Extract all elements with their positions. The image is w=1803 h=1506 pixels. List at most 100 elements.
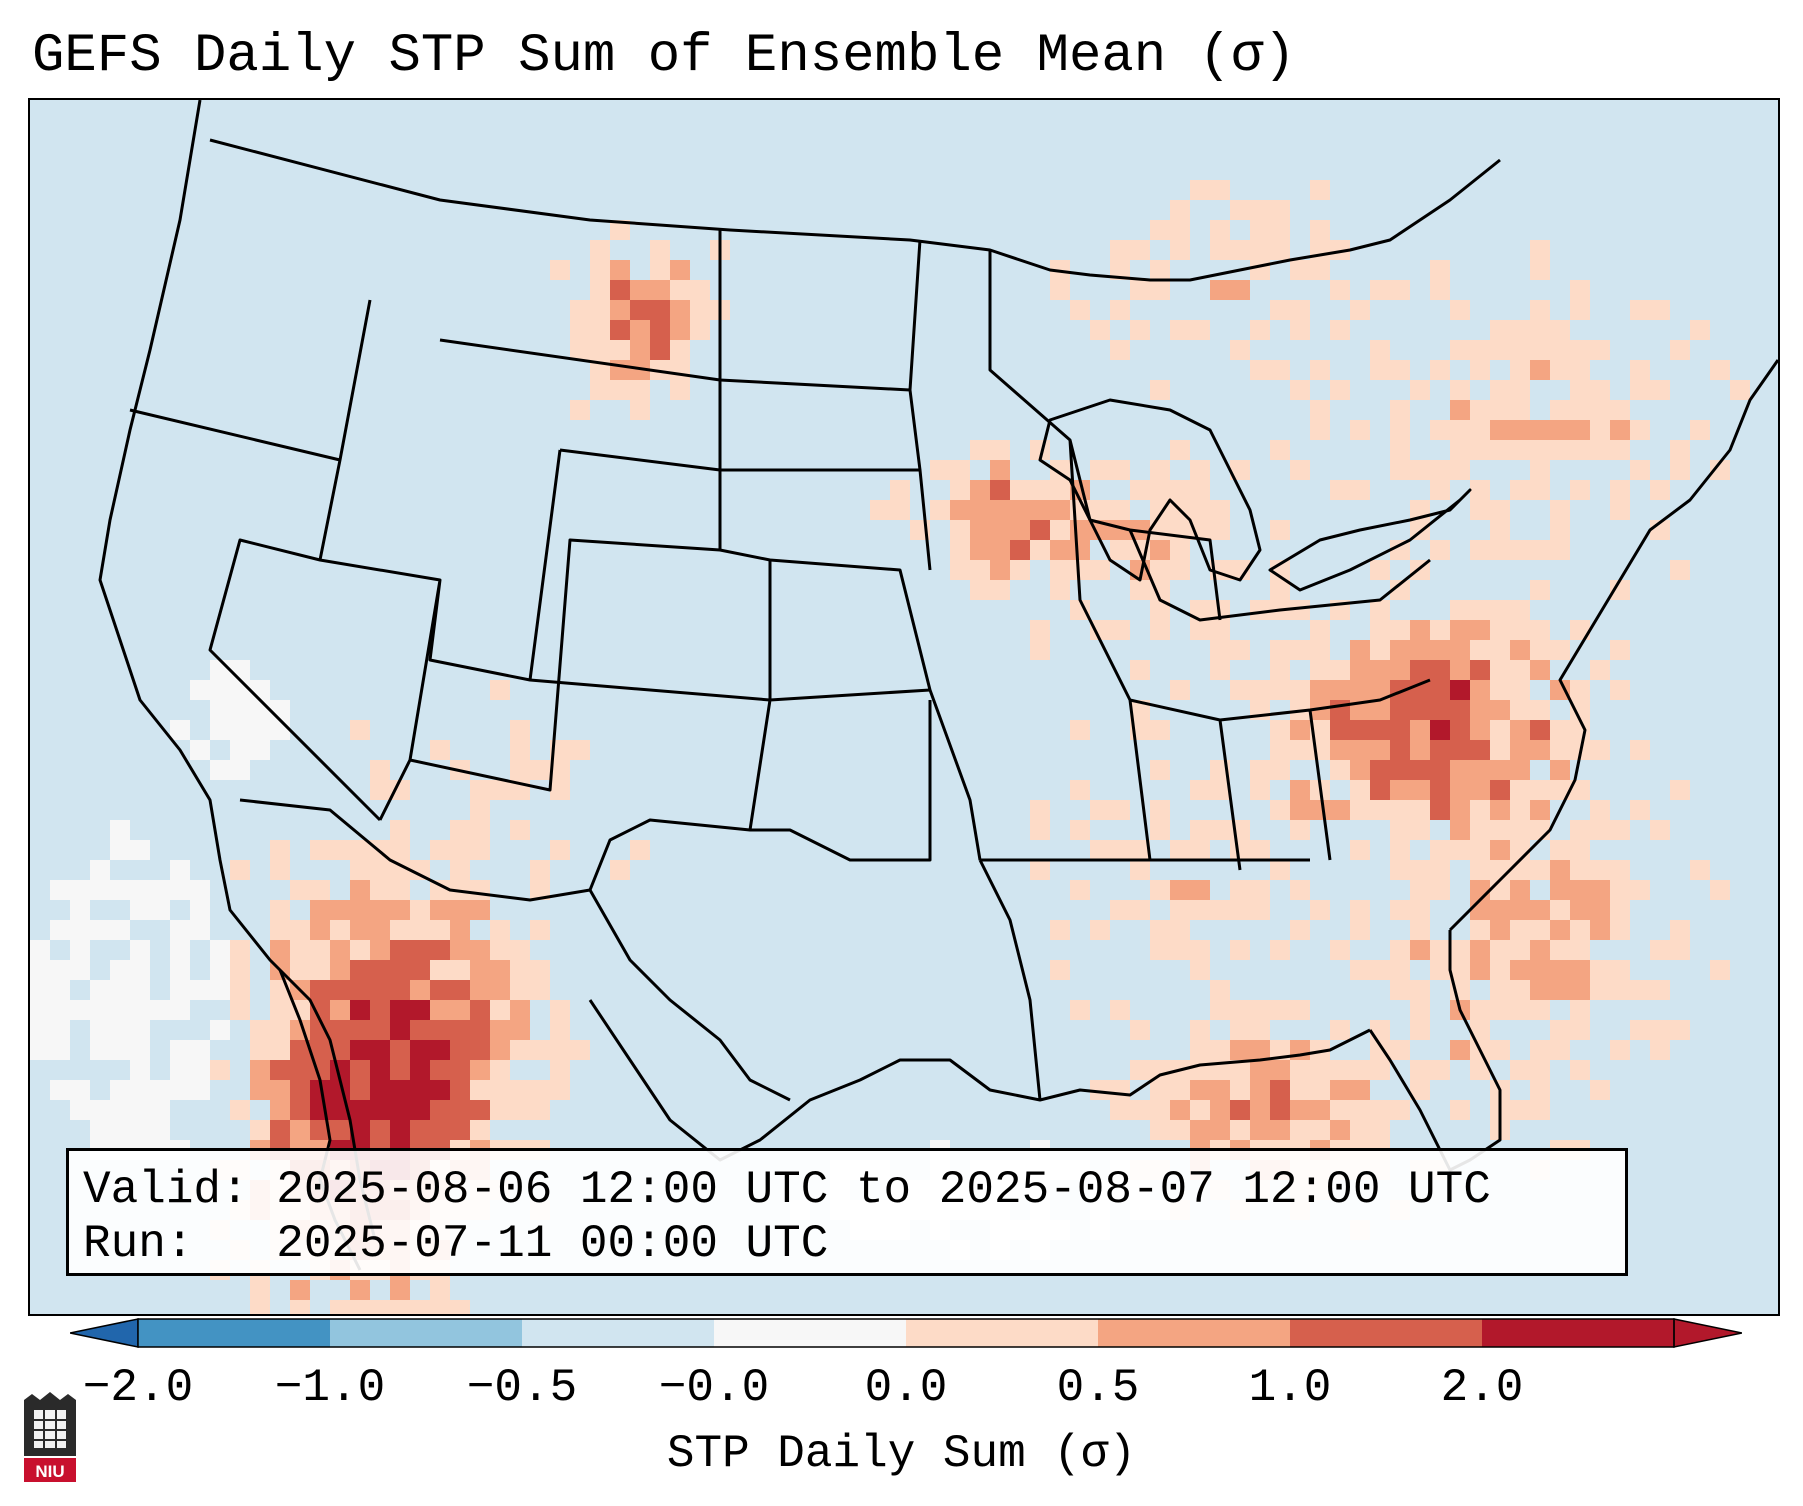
anomaly-cell	[390, 840, 410, 860]
anomaly-cell	[1110, 1000, 1130, 1020]
anomaly-cell	[1430, 1060, 1450, 1080]
anomaly-cell	[990, 460, 1010, 480]
anomaly-cell	[310, 980, 330, 1000]
anomaly-cell	[1210, 780, 1230, 800]
anomaly-cell	[310, 1120, 330, 1140]
anomaly-cell	[1230, 900, 1250, 920]
anomaly-cell	[1430, 540, 1450, 560]
anomaly-cell	[370, 780, 390, 800]
anomaly-cell	[970, 520, 990, 540]
anomaly-cell	[430, 1120, 450, 1140]
anomaly-cell	[1350, 720, 1370, 740]
anomaly-cell	[1350, 640, 1370, 660]
anomaly-cell	[1170, 880, 1190, 900]
anomaly-cell	[1450, 1100, 1470, 1120]
anomaly-cell	[1630, 300, 1650, 320]
anomaly-cell	[350, 1080, 370, 1100]
anomaly-cell	[150, 900, 170, 920]
anomaly-cell	[1350, 420, 1370, 440]
anomaly-cell	[1410, 880, 1430, 900]
anomaly-cell	[1410, 900, 1430, 920]
anomaly-cell	[130, 1000, 150, 1020]
anomaly-cell	[1170, 480, 1190, 500]
anomaly-cell	[1390, 820, 1410, 840]
anomaly-cell	[1090, 320, 1110, 340]
anomaly-cell	[1350, 1060, 1370, 1080]
anomaly-cell	[1170, 220, 1190, 240]
anomaly-cell	[1350, 1120, 1370, 1140]
anomaly-cell	[1270, 360, 1290, 380]
anomaly-cell	[210, 960, 230, 980]
anomaly-cell	[210, 1020, 230, 1040]
colorbar-segment	[1290, 1319, 1483, 1347]
anomaly-cell	[1550, 760, 1570, 780]
anomaly-cell	[1390, 860, 1410, 880]
anomaly-cell	[1210, 1080, 1230, 1100]
anomaly-cell	[50, 1040, 70, 1060]
lake-erie-ontario	[1268, 488, 1472, 592]
anomaly-cell	[470, 1060, 490, 1080]
anomaly-cell	[1470, 400, 1490, 420]
anomaly-cell	[1530, 300, 1550, 320]
anomaly-cell	[1530, 960, 1550, 980]
anomaly-cell	[1070, 820, 1090, 840]
great-lakes-shoreline	[1038, 398, 1262, 582]
anomaly-cell	[1230, 840, 1250, 860]
anomaly-cell	[1090, 560, 1110, 580]
anomaly-cell	[1250, 1080, 1270, 1100]
anomaly-cell	[590, 340, 610, 360]
anomaly-cell	[130, 940, 150, 960]
anomaly-cell	[370, 920, 390, 940]
anomaly-cell	[350, 960, 370, 980]
anomaly-cell	[610, 280, 630, 300]
colorbar-tick: 2.0	[1440, 1362, 1524, 1414]
anomaly-cell	[550, 780, 570, 800]
anomaly-cell	[510, 1020, 530, 1040]
anomaly-cell	[950, 500, 970, 520]
anomaly-cell	[1530, 720, 1550, 740]
anomaly-cell	[1430, 360, 1450, 380]
anomaly-cell	[390, 940, 410, 960]
run-value: 2025-07-11 00:00 UTC	[276, 1218, 829, 1270]
anomaly-cell	[1470, 940, 1490, 960]
anomaly-cell	[450, 1040, 470, 1060]
anomaly-cell	[1470, 900, 1490, 920]
anomaly-cell	[1450, 940, 1470, 960]
anomaly-cell	[1470, 480, 1490, 500]
anomaly-cell	[150, 1000, 170, 1020]
anomaly-cell	[290, 1080, 310, 1100]
anomaly-cell	[1330, 320, 1350, 340]
anomaly-cell	[590, 240, 610, 260]
anomaly-cell	[410, 1120, 430, 1140]
anomaly-cell	[1190, 1040, 1210, 1060]
anomaly-cell	[1390, 420, 1410, 440]
anomaly-cell	[230, 680, 250, 700]
anomaly-cell	[430, 1300, 450, 1314]
anomaly-cell	[1330, 380, 1350, 400]
anomaly-cell	[1350, 900, 1370, 920]
anomaly-cell	[310, 900, 330, 920]
anomaly-cell	[470, 1100, 490, 1120]
anomaly-cell	[1150, 720, 1170, 740]
anomaly-cell	[1110, 240, 1130, 260]
anomaly-cell	[510, 820, 530, 840]
anomaly-cell	[1490, 900, 1510, 920]
anomaly-cell	[1310, 660, 1330, 680]
anomaly-cell	[1270, 860, 1290, 880]
colorbar-tick: 1.0	[1248, 1362, 1332, 1414]
anomaly-cell	[1090, 460, 1110, 480]
anomaly-cell	[130, 900, 150, 920]
anomaly-cell	[1470, 820, 1490, 840]
anomaly-cell	[1390, 460, 1410, 480]
anomaly-cell	[370, 1000, 390, 1020]
anomaly-cell	[1130, 1100, 1150, 1120]
anomaly-cell	[150, 880, 170, 900]
anomaly-cell	[1110, 620, 1130, 640]
anomaly-cell	[370, 880, 390, 900]
anomaly-cell	[1470, 720, 1490, 740]
anomaly-cell	[1610, 500, 1630, 520]
anomaly-cell	[1650, 820, 1670, 840]
anomaly-cell	[1390, 660, 1410, 680]
anomaly-cell	[1450, 760, 1470, 780]
anomaly-cell	[1470, 840, 1490, 860]
